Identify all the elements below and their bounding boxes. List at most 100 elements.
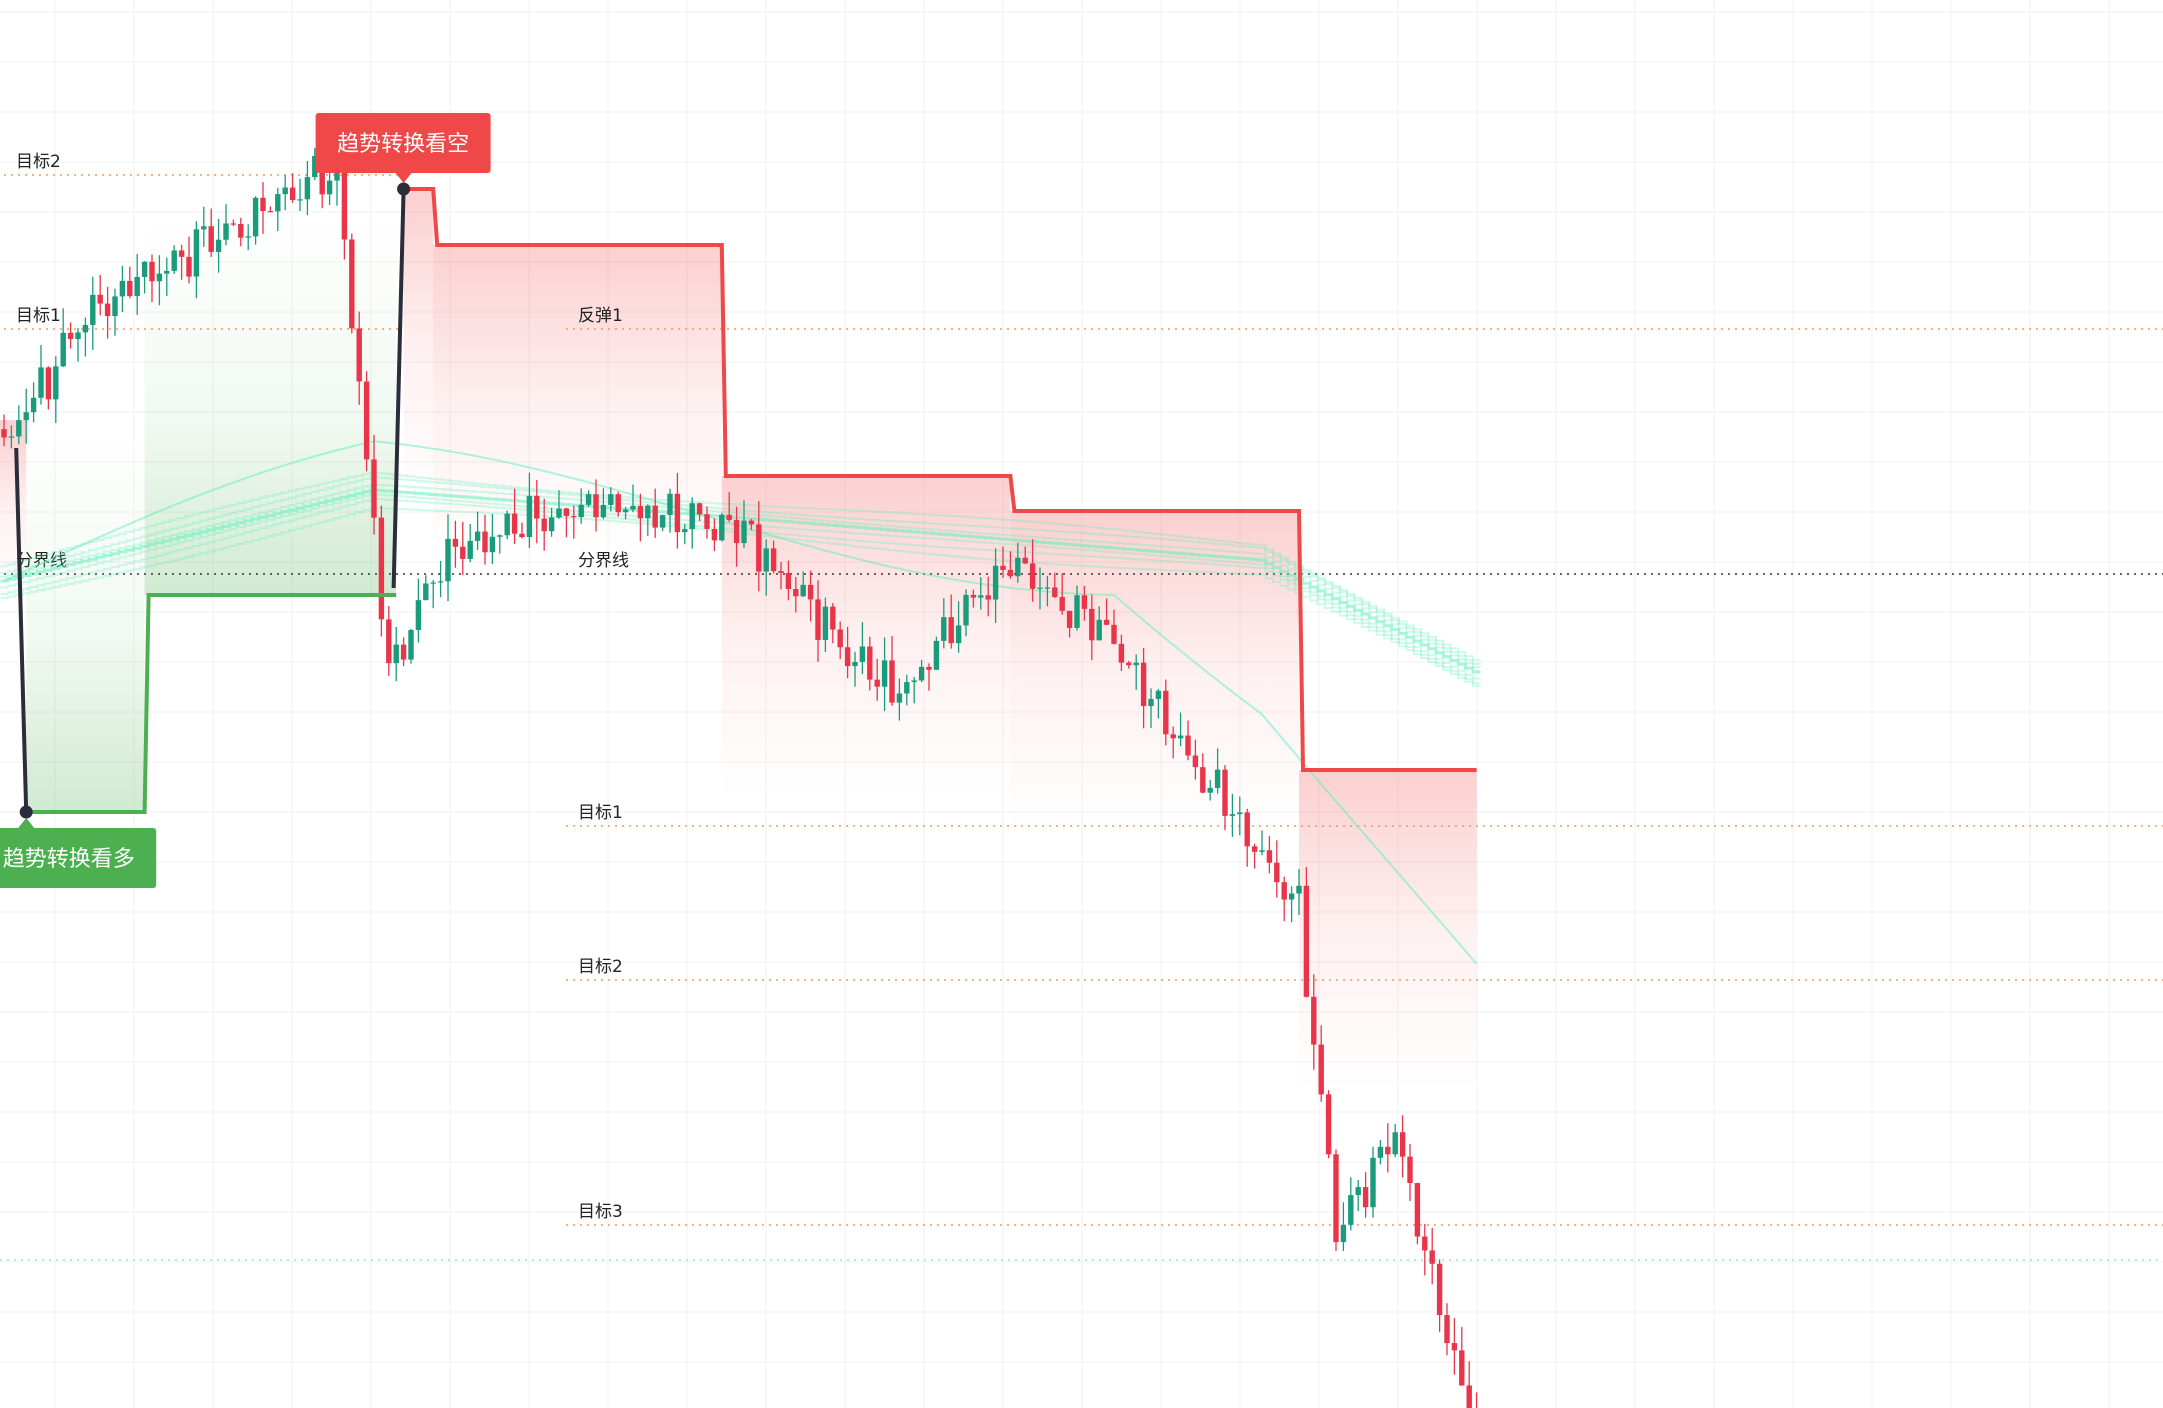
candle [104, 286, 111, 339]
candle-body [1044, 587, 1051, 589]
bull-zone-fill [26, 432, 145, 812]
candle-body [541, 518, 547, 532]
candle [156, 255, 163, 306]
candle [985, 576, 991, 617]
candle [1081, 585, 1088, 621]
candle [275, 187, 281, 232]
candle [1200, 753, 1206, 794]
candle [556, 490, 562, 519]
candle [1311, 974, 1317, 1070]
candle [16, 405, 22, 445]
candle-body [1222, 769, 1228, 816]
bear-zone-fill-left [0, 420, 27, 600]
candle [548, 507, 555, 537]
candle-body [341, 141, 348, 240]
candle-body [652, 505, 658, 528]
candle [800, 571, 806, 598]
candle-body [467, 540, 473, 559]
candle-body [1266, 850, 1273, 863]
candle-body [326, 180, 333, 195]
candle [1237, 796, 1243, 836]
candle-body [482, 531, 488, 553]
candle [1362, 1172, 1369, 1218]
bear-switch-line [391, 188, 406, 589]
candle-body [1022, 557, 1028, 564]
candle-body [1207, 787, 1213, 793]
candle-body [978, 595, 984, 598]
candle [252, 196, 259, 245]
candle [371, 434, 377, 535]
bear-level-label: 目标3 [578, 1202, 623, 1222]
candle-body [112, 296, 118, 317]
candle-body [1251, 846, 1258, 852]
candle [245, 224, 251, 251]
candle-body [156, 273, 163, 282]
candle-body [844, 647, 851, 667]
candle-body [926, 666, 932, 670]
candle-body [992, 565, 999, 600]
candle [1459, 1327, 1465, 1386]
candle [1177, 712, 1184, 747]
bull-level-label: 目标1 [16, 306, 61, 326]
candle-body [793, 588, 799, 597]
candle-body [1192, 755, 1199, 768]
candles [1, 121, 1478, 1408]
candle [600, 488, 607, 520]
candle-body [378, 517, 385, 620]
candle [400, 637, 407, 667]
candle [1385, 1123, 1391, 1173]
candle-body [756, 524, 762, 572]
candle-body [918, 666, 925, 681]
candle [127, 266, 133, 299]
candle [874, 658, 880, 701]
candle [1429, 1227, 1435, 1285]
candle-body [23, 412, 29, 421]
candle [1377, 1140, 1384, 1165]
candle-body [75, 332, 81, 340]
candle-body [1029, 563, 1036, 589]
candle [963, 589, 969, 637]
candle-body [704, 514, 710, 529]
candle [171, 245, 177, 275]
candle-body [1177, 735, 1184, 739]
candle [75, 328, 81, 362]
candle [282, 174, 288, 211]
candle [149, 254, 155, 302]
candle [682, 523, 688, 545]
candle-body [104, 303, 111, 317]
candle-body [215, 239, 222, 252]
candle-body [571, 515, 577, 518]
candle [1355, 1180, 1361, 1211]
candle [585, 490, 592, 507]
candle-body [1074, 595, 1080, 628]
candle-body [445, 538, 451, 582]
candle-body [941, 617, 947, 641]
candle [881, 637, 888, 712]
candle-body [1, 429, 7, 438]
candle [674, 473, 681, 549]
candle-body [201, 226, 207, 230]
candle-body [645, 505, 651, 519]
candle [534, 479, 540, 544]
candle-body [1244, 812, 1250, 847]
candle-body [800, 584, 806, 597]
candle [1170, 726, 1176, 759]
ribbon-line [0, 483, 1482, 669]
candle [733, 506, 740, 567]
candle-body [696, 503, 703, 515]
candle-body [134, 276, 140, 297]
candle-body [1126, 662, 1132, 666]
candle-body [1015, 557, 1021, 577]
candle [1074, 585, 1080, 631]
candle [1059, 573, 1065, 615]
candle [415, 578, 422, 643]
candle [467, 524, 473, 563]
candle [1296, 869, 1302, 916]
candle [1037, 567, 1043, 610]
candle-body [289, 187, 296, 201]
candle-body [822, 606, 829, 640]
candle-body [1214, 769, 1221, 788]
candle-body [985, 595, 991, 600]
ribbon-line [0, 493, 1481, 680]
candle [933, 636, 940, 670]
